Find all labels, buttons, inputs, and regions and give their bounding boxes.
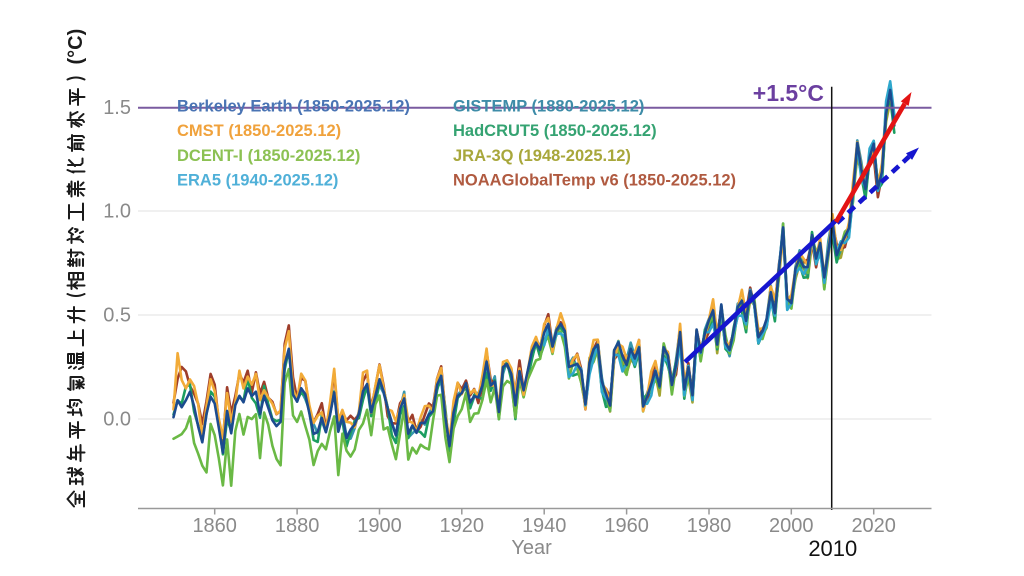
svg-text:1.0: 1.0 bbox=[103, 201, 131, 223]
svg-text:2000: 2000 bbox=[769, 515, 814, 537]
svg-text:JRA-3Q (1948-2025.12): JRA-3Q (1948-2025.12) bbox=[453, 147, 631, 165]
svg-text:0.0: 0.0 bbox=[103, 409, 131, 431]
svg-text:Year: Year bbox=[511, 537, 552, 559]
svg-text:1980: 1980 bbox=[687, 515, 732, 537]
svg-text:1.5: 1.5 bbox=[103, 97, 131, 119]
svg-text:1920: 1920 bbox=[440, 515, 485, 537]
svg-text:DCENT-I (1850-2025.12): DCENT-I (1850-2025.12) bbox=[177, 147, 360, 165]
svg-text:NOAAGlobalTemp v6 (1850-2025.1: NOAAGlobalTemp v6 (1850-2025.12) bbox=[453, 172, 736, 190]
svg-text:ERA5 (1940-2025.12): ERA5 (1940-2025.12) bbox=[177, 172, 338, 190]
svg-text:1860: 1860 bbox=[192, 515, 237, 537]
svg-text:0.5: 0.5 bbox=[103, 305, 131, 327]
svg-text:Berkeley Earth (1850-2025.12): Berkeley Earth (1850-2025.12) bbox=[177, 97, 410, 115]
svg-text:1900: 1900 bbox=[357, 515, 402, 537]
svg-text:HadCRUT5 (1850-2025.12): HadCRUT5 (1850-2025.12) bbox=[453, 122, 657, 140]
svg-text:2020: 2020 bbox=[851, 515, 896, 537]
svg-text:(°C): (°C) bbox=[65, 29, 87, 65]
svg-text:1940: 1940 bbox=[522, 515, 567, 537]
svg-text:GISTEMP (1880-2025.12): GISTEMP (1880-2025.12) bbox=[453, 97, 644, 115]
svg-text:1880: 1880 bbox=[275, 515, 320, 537]
svg-text:CMST (1850-2025.12): CMST (1850-2025.12) bbox=[177, 122, 341, 140]
svg-text:1960: 1960 bbox=[604, 515, 649, 537]
svg-text:+1.5°C: +1.5°C bbox=[753, 80, 824, 106]
svg-text:2010: 2010 bbox=[808, 536, 857, 561]
